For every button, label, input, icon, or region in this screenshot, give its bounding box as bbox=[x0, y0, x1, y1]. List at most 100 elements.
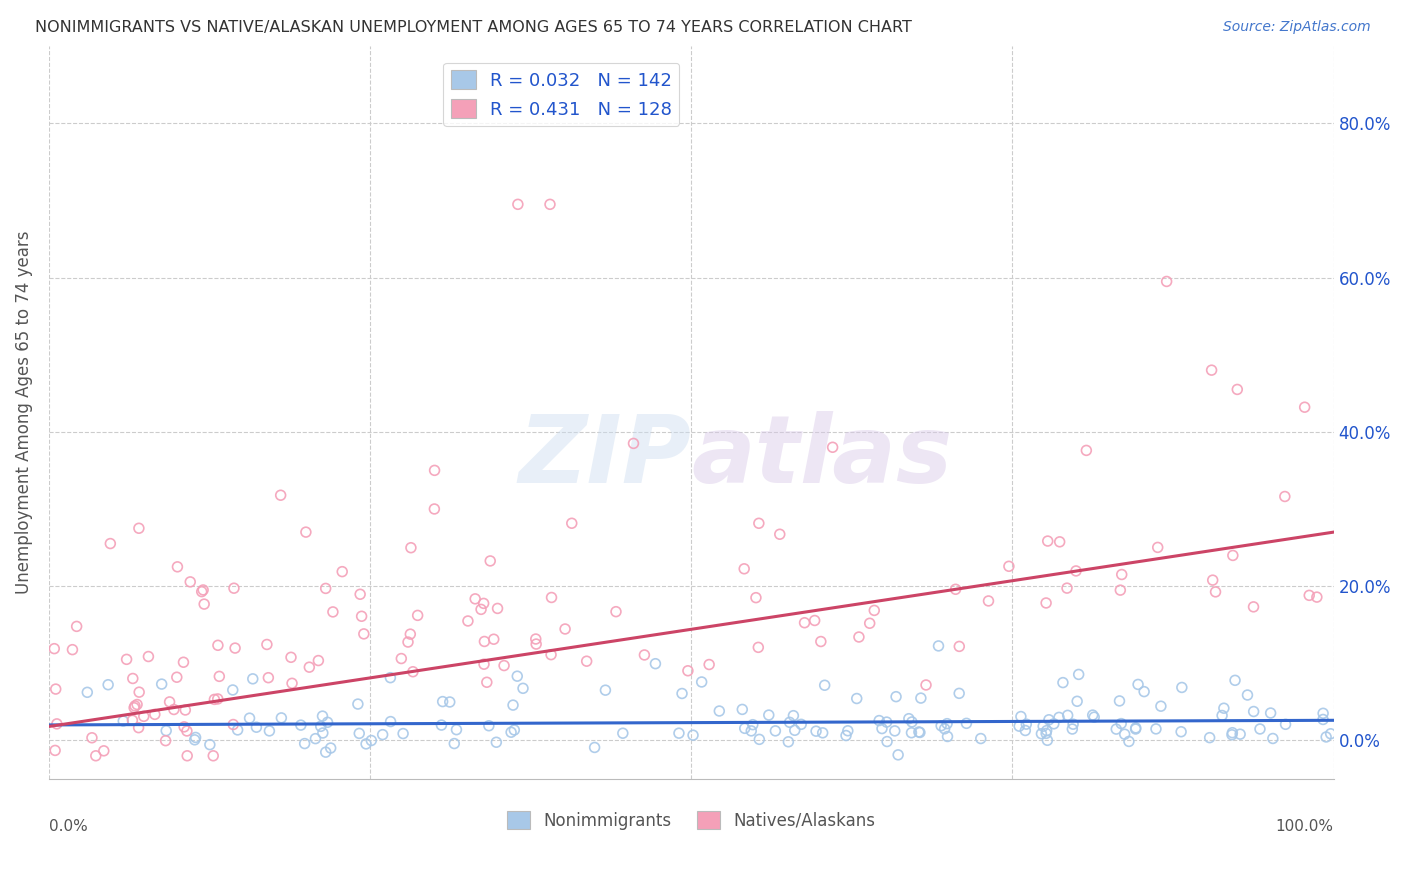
Point bbox=[1223, 673, 1246, 688]
Text: ZIP: ZIP bbox=[519, 410, 692, 502]
Point bbox=[769, 527, 792, 541]
Point bbox=[1306, 590, 1329, 604]
Point bbox=[316, 715, 339, 730]
Point bbox=[380, 714, 402, 729]
Point bbox=[166, 559, 188, 574]
Point bbox=[1156, 275, 1178, 289]
Point bbox=[502, 698, 524, 712]
Point bbox=[977, 594, 1000, 608]
Point bbox=[423, 502, 446, 516]
Point bbox=[330, 565, 353, 579]
Text: 0.0%: 0.0% bbox=[49, 819, 87, 834]
Point bbox=[1312, 713, 1334, 727]
Point bbox=[128, 521, 150, 535]
Point bbox=[583, 740, 606, 755]
Point bbox=[295, 525, 318, 540]
Point bbox=[66, 619, 89, 633]
Point bbox=[1109, 716, 1132, 731]
Point bbox=[1294, 401, 1316, 415]
Point bbox=[503, 723, 526, 737]
Point bbox=[1146, 541, 1168, 555]
Point bbox=[915, 678, 938, 692]
Point bbox=[876, 715, 898, 730]
Point bbox=[633, 648, 655, 662]
Point bbox=[349, 587, 371, 601]
Point bbox=[1118, 734, 1140, 748]
Point bbox=[163, 702, 186, 716]
Point bbox=[910, 691, 932, 706]
Point bbox=[758, 708, 780, 723]
Point bbox=[1274, 717, 1296, 731]
Point bbox=[709, 704, 731, 718]
Point bbox=[934, 722, 956, 736]
Point bbox=[779, 715, 801, 730]
Point bbox=[270, 711, 292, 725]
Point bbox=[1261, 731, 1284, 746]
Point bbox=[814, 678, 837, 692]
Point bbox=[256, 638, 278, 652]
Point bbox=[475, 675, 498, 690]
Point bbox=[172, 655, 194, 669]
Point bbox=[671, 686, 693, 700]
Point bbox=[125, 698, 148, 712]
Text: Source: ZipAtlas.com: Source: ZipAtlas.com bbox=[1223, 20, 1371, 34]
Point bbox=[485, 735, 508, 749]
Point bbox=[835, 729, 858, 743]
Point bbox=[908, 725, 931, 739]
Point bbox=[478, 719, 501, 733]
Point bbox=[1038, 713, 1060, 727]
Point bbox=[446, 723, 468, 737]
Point bbox=[1109, 583, 1132, 598]
Point bbox=[1211, 708, 1233, 723]
Point bbox=[121, 713, 143, 727]
Text: atlas: atlas bbox=[692, 410, 952, 502]
Point bbox=[112, 714, 135, 728]
Point bbox=[1105, 722, 1128, 736]
Point bbox=[1315, 730, 1337, 744]
Point bbox=[238, 711, 260, 725]
Point bbox=[207, 692, 229, 706]
Point bbox=[45, 717, 67, 731]
Point bbox=[179, 574, 201, 589]
Point bbox=[1202, 573, 1225, 587]
Point bbox=[1067, 667, 1090, 681]
Point bbox=[1319, 727, 1341, 741]
Point bbox=[810, 634, 832, 648]
Point bbox=[1049, 534, 1071, 549]
Point bbox=[884, 690, 907, 704]
Point bbox=[848, 630, 870, 644]
Point bbox=[97, 678, 120, 692]
Point bbox=[741, 717, 763, 731]
Point bbox=[538, 197, 561, 211]
Point bbox=[1035, 723, 1057, 738]
Point bbox=[697, 657, 720, 672]
Point bbox=[166, 670, 188, 684]
Point bbox=[1062, 722, 1084, 736]
Point bbox=[155, 733, 177, 747]
Point bbox=[207, 638, 229, 652]
Point bbox=[245, 720, 267, 734]
Point bbox=[668, 726, 690, 740]
Point bbox=[1125, 722, 1147, 736]
Point bbox=[1243, 705, 1265, 719]
Point bbox=[936, 730, 959, 744]
Point bbox=[482, 632, 505, 647]
Point bbox=[1083, 710, 1105, 724]
Point bbox=[281, 676, 304, 690]
Point bbox=[183, 732, 205, 747]
Point bbox=[868, 714, 890, 728]
Point bbox=[1014, 723, 1036, 738]
Point bbox=[887, 747, 910, 762]
Point bbox=[62, 642, 84, 657]
Point bbox=[506, 197, 529, 211]
Point bbox=[501, 725, 523, 739]
Point bbox=[955, 716, 977, 731]
Point bbox=[676, 664, 699, 678]
Point bbox=[311, 709, 333, 723]
Point bbox=[970, 731, 993, 746]
Point bbox=[945, 582, 967, 597]
Point bbox=[1056, 581, 1078, 595]
Point bbox=[1008, 719, 1031, 733]
Point bbox=[84, 748, 107, 763]
Point bbox=[155, 723, 177, 738]
